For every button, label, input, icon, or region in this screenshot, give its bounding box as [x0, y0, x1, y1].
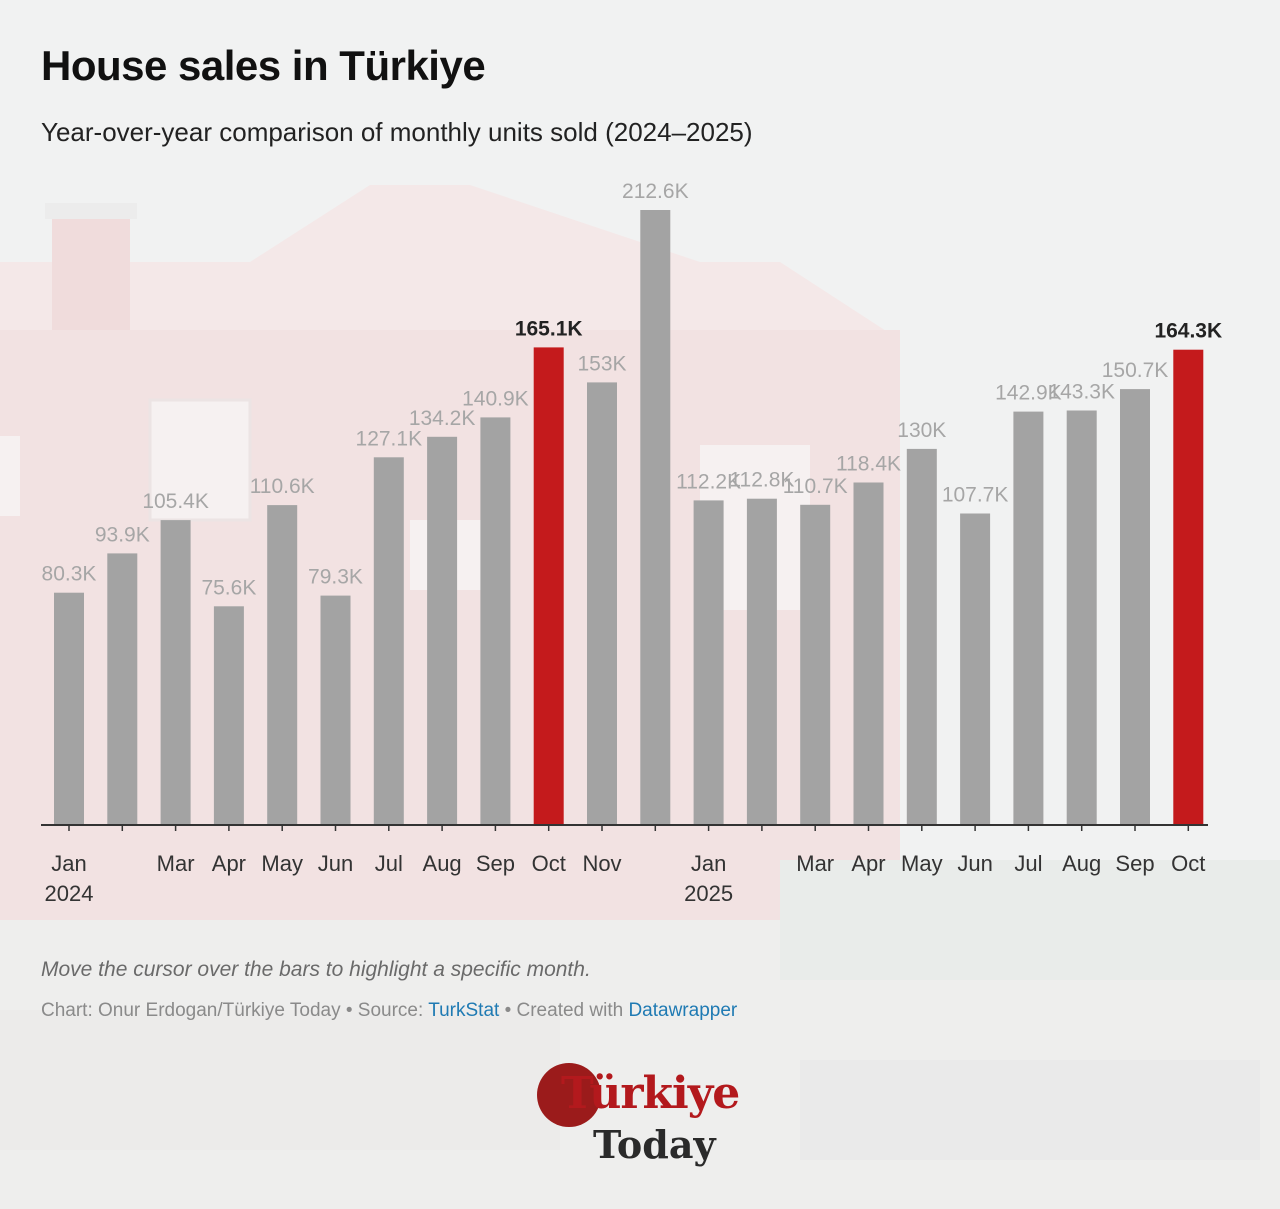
- data-label: 164.3K: [1154, 320, 1222, 343]
- data-label: 165.1K: [515, 317, 583, 340]
- data-label: 112.8K: [729, 469, 794, 492]
- x-tick-label: Jun: [318, 851, 353, 876]
- turkiye-today-logo: Türkiye Today: [537, 1058, 757, 1173]
- datawrapper-link[interactable]: Datawrapper: [628, 1000, 738, 1021]
- bar[interactable]: [373, 457, 404, 825]
- bar[interactable]: [587, 382, 617, 825]
- data-label: 130K: [897, 419, 946, 442]
- x-tick-label: Mar: [157, 851, 195, 876]
- data-label: 142.9K: [995, 382, 1062, 405]
- x-tick-label: Apr: [212, 851, 246, 876]
- bar[interactable]: [267, 505, 298, 825]
- data-label: 93.9K: [95, 523, 150, 546]
- logo-wordmark: Türkiye: [561, 1068, 740, 1119]
- bar[interactable]: [1120, 389, 1150, 825]
- bar[interactable]: [693, 500, 724, 825]
- data-label: 75.6K: [201, 576, 256, 599]
- data-label: 134.2K: [409, 407, 476, 430]
- bar[interactable]: [213, 606, 244, 825]
- x-tick-label: May: [901, 851, 943, 876]
- data-label: 140.9K: [462, 387, 529, 410]
- data-label: 110.6K: [250, 475, 315, 498]
- x-tick-label: May: [261, 851, 303, 876]
- data-label: 80.3K: [42, 563, 97, 586]
- chart-subtitle: Year-over-year comparison of monthly uni…: [41, 117, 753, 147]
- bar[interactable]: [1013, 411, 1044, 825]
- x-tick-label: Oct: [532, 851, 566, 876]
- bar-chart: 80.3K Jan 2024 93.9K 105.4K Mar 75.6K Apr 110.6K…: [41, 180, 1222, 906]
- x-tick-label: 2025: [684, 881, 733, 906]
- bar[interactable]: [1173, 349, 1204, 825]
- bar[interactable]: [480, 417, 511, 825]
- bar[interactable]: [107, 553, 138, 825]
- turkstat-link[interactable]: TurkStat: [428, 1000, 500, 1021]
- data-label: 153K: [577, 352, 626, 375]
- x-tick-label: Jan: [691, 851, 726, 876]
- x-tick-label: Sep: [1115, 851, 1154, 876]
- credits-prefix: Chart: Onur Erdogan/Türkiye Today • Sour…: [41, 1000, 429, 1021]
- bar[interactable]: [640, 210, 671, 825]
- data-label: 150.7K: [1102, 359, 1169, 382]
- logo-subword: Today: [593, 1122, 716, 1167]
- data-label: 79.3K: [308, 566, 363, 589]
- bar[interactable]: [320, 595, 351, 825]
- bar[interactable]: [800, 504, 831, 825]
- x-tick-label: Sep: [476, 851, 515, 876]
- data-label: 105.4K: [142, 490, 209, 513]
- x-tick-label: Jul: [375, 851, 403, 876]
- x-tick-label: Apr: [851, 851, 885, 876]
- logo-emblem: [537, 1063, 601, 1127]
- data-label: 212.6K: [622, 180, 689, 203]
- data-label: 112.2K: [676, 470, 741, 493]
- bar[interactable]: [54, 592, 84, 825]
- bar[interactable]: [1066, 410, 1097, 826]
- x-tick-label: 2024: [45, 881, 94, 906]
- bar[interactable]: [427, 436, 458, 825]
- bar[interactable]: [906, 448, 937, 825]
- data-label: 127.1K: [356, 427, 423, 450]
- bar[interactable]: [853, 482, 884, 826]
- data-label: 143.3K: [1048, 381, 1115, 404]
- bar[interactable]: [533, 347, 564, 825]
- bar[interactable]: [960, 513, 991, 826]
- data-label: 107.7K: [942, 484, 1009, 507]
- chart-note: Move the cursor over the bars to highlig…: [41, 958, 591, 981]
- chart-title: House sales in Türkiye: [41, 42, 486, 89]
- bar[interactable]: [160, 520, 191, 825]
- x-tick-label: Oct: [1171, 851, 1205, 876]
- x-tick-label: Nov: [582, 851, 621, 876]
- data-label: 118.4K: [836, 453, 901, 476]
- x-tick-label: Jul: [1014, 851, 1042, 876]
- x-tick-label: Jun: [957, 851, 992, 876]
- chart-credits: Chart: Onur Erdogan/Türkiye Today • Sour…: [41, 1000, 737, 1022]
- x-tick-label: Mar: [796, 851, 834, 876]
- x-tick-label: Jan: [51, 851, 86, 876]
- bar[interactable]: [746, 498, 777, 825]
- credits-middle: • Created with: [499, 1000, 629, 1021]
- data-label: 110.7K: [783, 475, 848, 498]
- x-tick-label: Aug: [423, 851, 462, 876]
- x-tick-label: Aug: [1062, 851, 1101, 876]
